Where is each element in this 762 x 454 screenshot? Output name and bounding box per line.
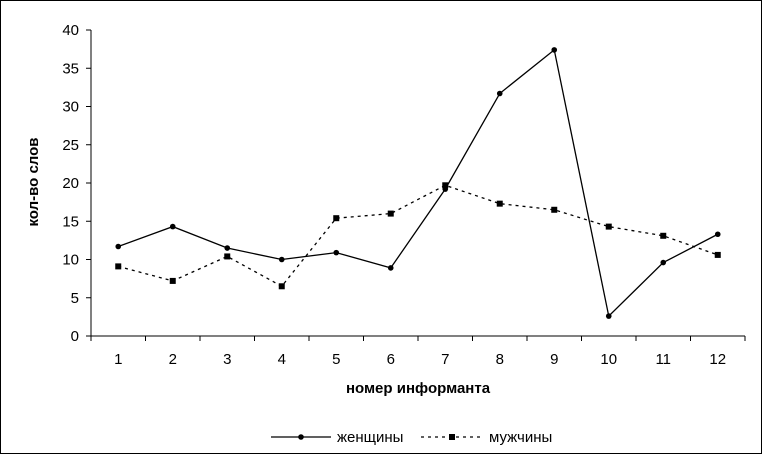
y-tick-label: 5	[71, 290, 79, 307]
data-point	[496, 200, 503, 207]
y-tick-label: 0	[71, 328, 79, 345]
legend-item-1: женщины	[271, 429, 403, 446]
data-point	[605, 223, 612, 230]
x-axis-title: номер информанта	[346, 380, 491, 397]
data-point	[278, 256, 285, 263]
data-point	[605, 313, 612, 319]
series-layer	[115, 47, 721, 319]
legend: женщины мужчины	[271, 429, 552, 446]
legend-marker	[449, 434, 455, 440]
data-point	[660, 232, 667, 239]
x-tick-label: 3	[223, 351, 231, 368]
data-point	[224, 253, 231, 260]
legend-label: женщины	[337, 429, 403, 446]
y-tick-label: 15	[62, 213, 79, 230]
data-point	[169, 223, 176, 230]
x-tick-label: 1	[114, 351, 122, 368]
x-tick-label: 12	[709, 351, 726, 368]
data-point	[714, 231, 721, 238]
legend-item-2: мужчины	[421, 429, 552, 446]
data-point	[278, 283, 285, 290]
y-tick-label: 10	[62, 252, 79, 269]
x-tick-label: 8	[496, 351, 504, 368]
x-tick-label: 10	[600, 351, 617, 368]
series-line	[118, 48, 719, 318]
data-point	[115, 263, 122, 270]
data-point	[333, 215, 340, 222]
y-tick-label: 30	[62, 99, 79, 116]
data-point	[660, 259, 667, 266]
data-point	[551, 206, 558, 213]
data-point	[442, 182, 449, 189]
data-point	[714, 251, 721, 258]
x-tick-label: 4	[278, 351, 286, 368]
series-2	[115, 182, 721, 290]
y-tick-label: 20	[62, 175, 79, 192]
y-tick-label: 35	[62, 60, 79, 77]
legend-marker	[298, 434, 304, 440]
data-point	[115, 243, 122, 250]
y-axis-title: кол-во слов	[25, 137, 42, 226]
series-1	[115, 47, 721, 319]
data-point	[551, 47, 558, 53]
x-tick-label: 11	[655, 351, 671, 368]
y-tick-label: 25	[62, 137, 79, 154]
data-point	[387, 265, 394, 271]
data-point	[333, 249, 340, 256]
data-point	[169, 277, 176, 284]
x-tick-label: 9	[550, 351, 558, 368]
data-point	[496, 90, 503, 97]
x-tick-label: 5	[332, 351, 340, 368]
data-point	[387, 210, 394, 217]
legend-label: мужчины	[489, 429, 552, 446]
y-tick-label: 40	[62, 22, 79, 39]
series-line	[118, 184, 718, 288]
x-tick-label: 6	[387, 351, 395, 368]
x-tick-label: 2	[169, 351, 177, 368]
data-point	[224, 245, 231, 251]
x-tick-label: 7	[441, 351, 449, 368]
